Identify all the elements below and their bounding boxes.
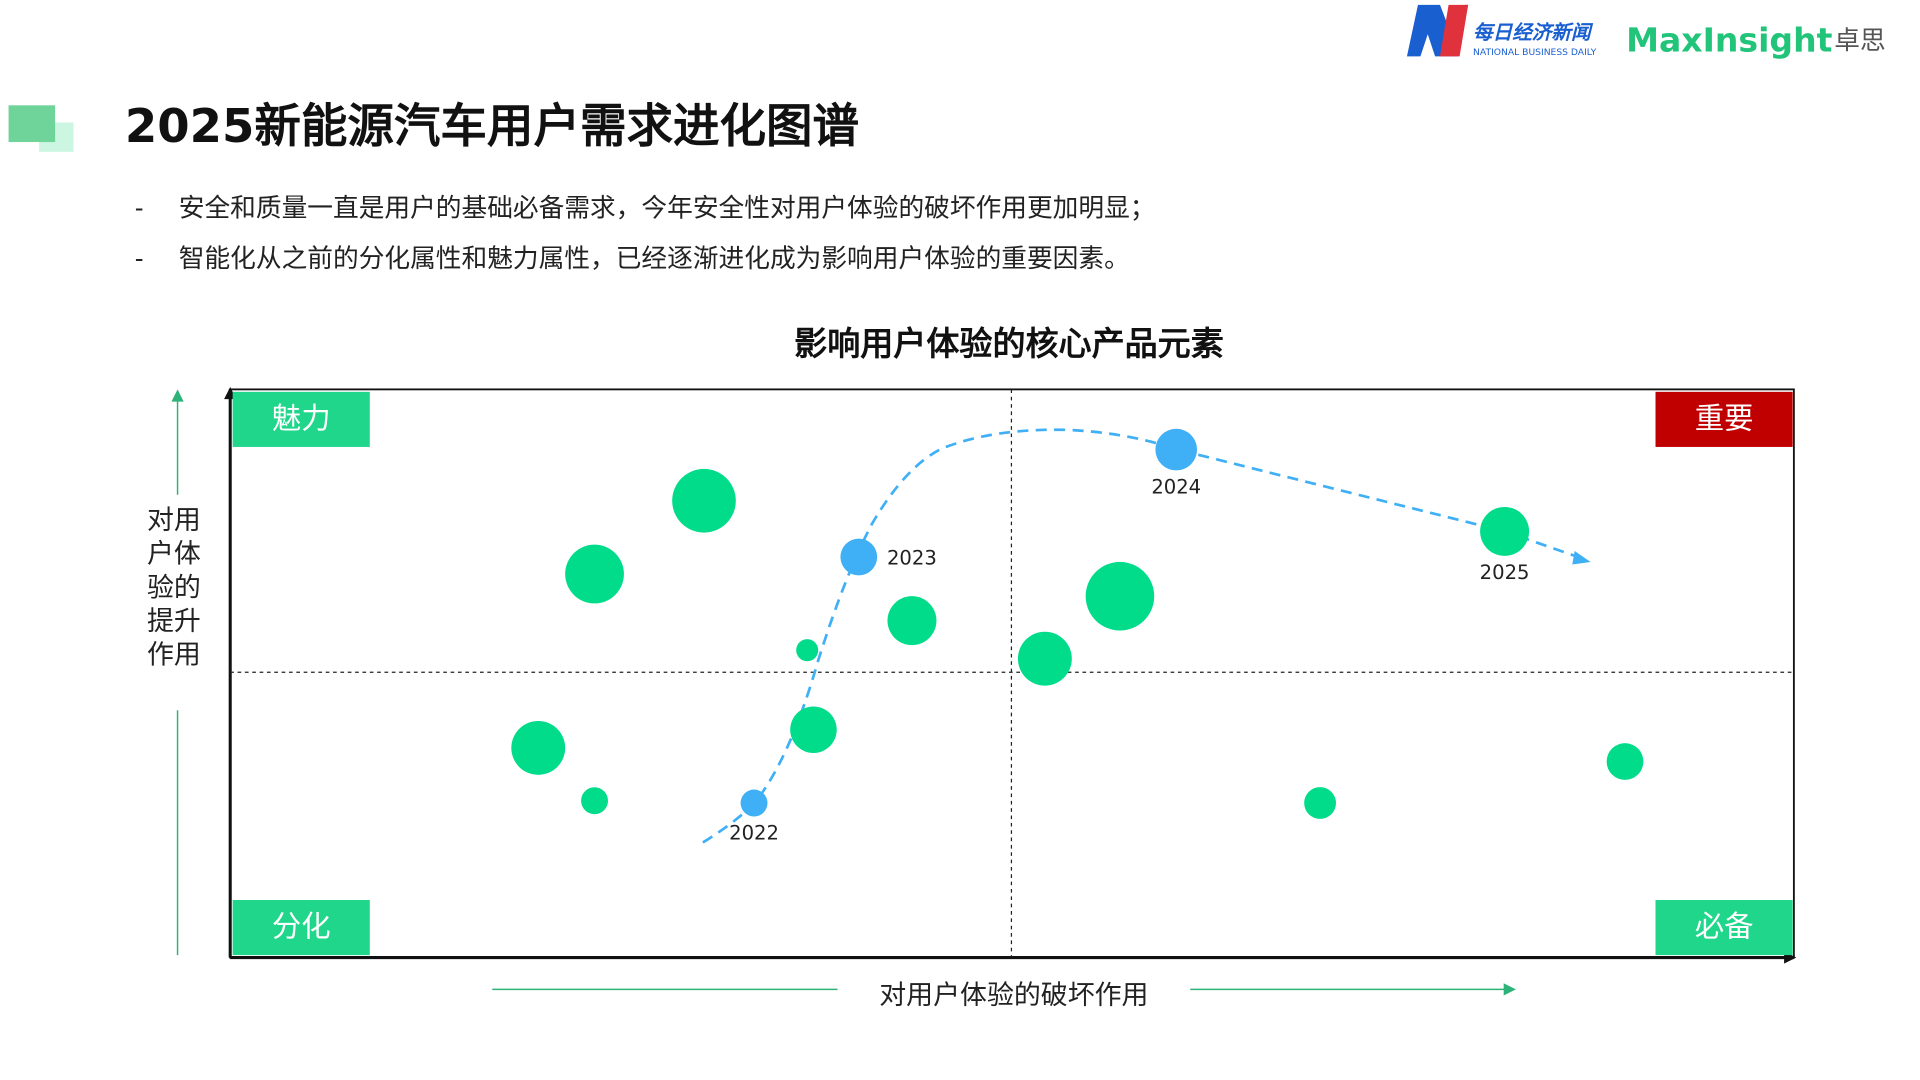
quadrant-label: 分化 [272, 910, 331, 944]
y-axis-label-line: 户体 [147, 539, 201, 570]
bullet-marker: - [135, 244, 144, 273]
brand-cn: 卓思 [1834, 26, 1885, 56]
bubble [887, 596, 937, 646]
bubble [1085, 561, 1155, 631]
quadrant-badge [1655, 391, 1793, 447]
bubble [1606, 743, 1644, 780]
bubble-label: 2023 [887, 546, 937, 569]
bullet-text: 智能化从之前的分化属性和魅力属性，已经逐渐进化成为影响用户体验的重要因素。 [179, 244, 1130, 274]
bubble [740, 789, 768, 817]
trend-line [702, 428, 1583, 844]
bubble [511, 720, 566, 775]
quadrant-badge [1655, 900, 1793, 956]
bubble [1304, 787, 1337, 819]
logo-en: NATIONAL BUSINESS DAILY [1473, 47, 1597, 58]
x-axis-label: 对用户体验的破坏作用 [879, 980, 1148, 1011]
y-axis-label-line: 作用 [147, 640, 201, 671]
quadrant-label: 必备 [1695, 910, 1754, 944]
y-axis-label-line: 验的 [147, 572, 201, 603]
y-axis-label-line: 对用 [147, 505, 201, 536]
y-arrowhead [171, 389, 184, 402]
bubble-label: 2025 [1480, 561, 1530, 584]
bubble [840, 538, 878, 576]
bubble [796, 639, 819, 662]
logo-cn: 每日经济新闻 [1473, 21, 1594, 44]
bubble-label: 2022 [729, 822, 779, 845]
title: 2025新能源汽车用户需求进化图谱 [125, 99, 859, 153]
bubble [1017, 631, 1072, 686]
plot-frame [229, 388, 1795, 959]
bullet-text: 安全和质量一直是用户的基础必备需求，今年安全性对用户体验的破坏作用更加明显； [179, 194, 1156, 224]
chart-title: 影响用户体验的核心产品元素 [794, 324, 1224, 363]
brand: MaxInsight [1626, 20, 1833, 59]
logo-mark-red [1440, 4, 1469, 57]
bullet-marker: - [135, 194, 144, 223]
bullets: - 安全和质量一直是用户的基础必备需求，今年安全性对用户体验的破坏作用更加明显； -… [135, 194, 1156, 274]
title-deco [8, 105, 56, 143]
bubble [565, 544, 624, 604]
bubble [672, 468, 736, 533]
x-arrowhead [1503, 983, 1516, 996]
bubble [581, 787, 609, 815]
bubble [1480, 506, 1530, 556]
trend-arrowhead [1572, 551, 1591, 565]
bubbles: 2025 2022 2023 2024 [511, 428, 1644, 845]
y-axis-label-line: 提升 [147, 606, 201, 637]
bubble-label: 2024 [1151, 476, 1201, 499]
quadrant-badge [232, 900, 370, 956]
quadrant-badge [232, 391, 370, 447]
bubble [790, 706, 837, 753]
bubble [1155, 428, 1198, 471]
quadrant-label: 魅力 [272, 402, 331, 436]
quadrant-label: 重要 [1695, 402, 1754, 436]
